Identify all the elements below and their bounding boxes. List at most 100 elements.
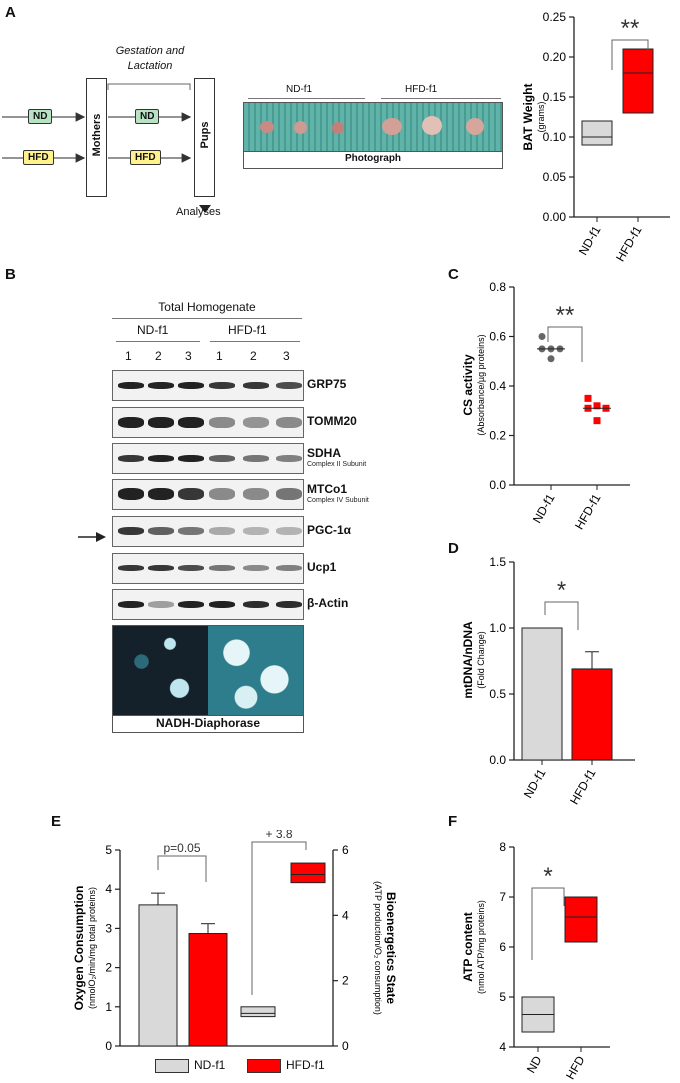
mothers-box: Mothers (86, 78, 107, 197)
y-axis-sublabel: (Absorbance/µg proteins) (476, 334, 486, 435)
blot-band (148, 381, 174, 389)
blot-band (209, 454, 235, 462)
y-tick-label: 0.00 (543, 210, 567, 224)
y-tick-label: 0 (105, 1039, 112, 1053)
y-tick-label: 0.05 (543, 170, 567, 184)
blot-band (178, 565, 204, 571)
blot-band (276, 416, 302, 428)
significance-label: p=0.05 (163, 841, 200, 855)
y-tick-label: 0.0 (489, 753, 506, 767)
y-tick-label: 4 (499, 1040, 506, 1054)
blot-band (209, 527, 235, 535)
blot-band (243, 565, 269, 571)
box (564, 896, 598, 943)
chart-e-oxygen: 0 1 2 3 4 5 0 2 4 6 Oxygen Consumption (nmolO₂/min/… (72, 830, 398, 1053)
y-tick-label: 8 (499, 840, 506, 854)
lane-number: 1 (125, 349, 132, 363)
data-point (593, 402, 601, 410)
lane-number: 3 (185, 349, 192, 363)
y-tick-label: 6 (342, 843, 349, 857)
blot-band (209, 416, 235, 428)
schematic-arrows (2, 83, 211, 213)
blot-band (209, 488, 235, 500)
y-axis-sublabel-right: (ATP production/O₂ consumption) (373, 881, 383, 1015)
hfd-diet-label-2: HFD (130, 150, 161, 165)
bat-photograph (243, 102, 503, 152)
y-tick-label: 0 (342, 1039, 349, 1053)
significance-bracket (544, 601, 579, 630)
legend-hfd-label: HFD-f1 (286, 1058, 325, 1072)
data-point (538, 333, 546, 340)
nd-diet-label-2: ND (135, 109, 160, 124)
blot-band (118, 488, 144, 500)
protein-sublabel: Complex IV Subunit (307, 497, 369, 504)
lane-number: 1 (216, 349, 223, 363)
significance-bracket (251, 841, 307, 995)
protein-label: β-Actin (307, 596, 349, 610)
y-axis-sublabel: (grams) (536, 101, 546, 132)
significance-bracket (531, 887, 565, 960)
y-tick-label: 0.6 (489, 330, 506, 344)
blot-band (178, 381, 204, 389)
blot-row (112, 479, 304, 510)
data-point (593, 417, 601, 425)
blot-row (112, 516, 304, 547)
lane-number: 2 (250, 349, 257, 363)
y-tick-label: 0.25 (543, 10, 567, 24)
protein-label: Ucp1 (307, 560, 337, 574)
blot-band (178, 454, 204, 462)
y-axis-sublabel: (nmol ATP/mg proteins) (476, 900, 486, 994)
bar (571, 668, 613, 761)
photo-nd-label: ND-f1 (286, 84, 313, 95)
blot-band (276, 527, 302, 535)
y-tick-label: 2 (342, 974, 349, 988)
significance-label: ** (556, 302, 575, 329)
y-axis-label: BAT Weight (521, 84, 535, 151)
y-tick-label: 0.15 (543, 90, 567, 104)
blot-row (112, 370, 304, 401)
blot-band (118, 565, 144, 571)
y-tick-label: 6 (499, 940, 506, 954)
protein-label: GRP75 (307, 377, 347, 391)
blot-band (243, 527, 269, 535)
blot-row (112, 443, 304, 474)
blot-band (148, 600, 174, 608)
x-tick-label: HFD-f1 (567, 766, 599, 807)
protein-label: TOMM20 (307, 414, 357, 428)
y-tick-label: 2 (105, 961, 112, 975)
y-tick-label: 3 (105, 921, 112, 935)
significance-bracket (547, 326, 583, 362)
bar (521, 627, 563, 761)
blot-band (118, 381, 144, 389)
data-point (547, 355, 555, 363)
lane-number: 2 (155, 349, 162, 363)
x-tick-label: ND (524, 1053, 545, 1075)
y-tick-label: 5 (499, 990, 506, 1004)
blot-band (209, 600, 235, 608)
protein-sublabel: Complex II Subunit (307, 461, 367, 468)
significance-label: + 3.8 (265, 830, 292, 841)
y-tick-label: 4 (105, 882, 112, 896)
x-tick-label: ND-f1 (530, 491, 558, 525)
chart-d-mtdna: 0.0 0.5 1.0 1.5 mtDNA/nDNA (Fold Change) ND-f1… (461, 555, 635, 807)
blot-band (209, 381, 235, 389)
blot-band (243, 600, 269, 608)
group-nd-label: ND-f1 (137, 323, 169, 337)
blot-band (276, 600, 302, 608)
blot-band (209, 565, 235, 571)
significance-label: ** (621, 15, 640, 42)
significance-bracket (611, 39, 649, 70)
y-tick-label: 1 (105, 1000, 112, 1014)
blot-band (243, 488, 269, 500)
y-tick-label: 4 (342, 908, 349, 922)
photo-hfd-label: HFD-f1 (405, 84, 438, 95)
protein-label: PGC-1α (307, 523, 352, 537)
chart-f-atp: 4 5 6 7 8 ATP content (nmol ATP/mg proteins) ND… (461, 840, 610, 1082)
panel-label-e: E (51, 813, 62, 830)
chart-c-cs-activity: 0.0 0.2 0.4 0.6 0.8 CS activity (Absorbance/µg… (461, 280, 630, 532)
panel-label-b: B (5, 266, 16, 283)
blot-band (276, 565, 302, 571)
pups-box: Pups (194, 78, 215, 197)
blot-band (148, 454, 174, 462)
hfd-diet-label: HFD (23, 150, 54, 165)
